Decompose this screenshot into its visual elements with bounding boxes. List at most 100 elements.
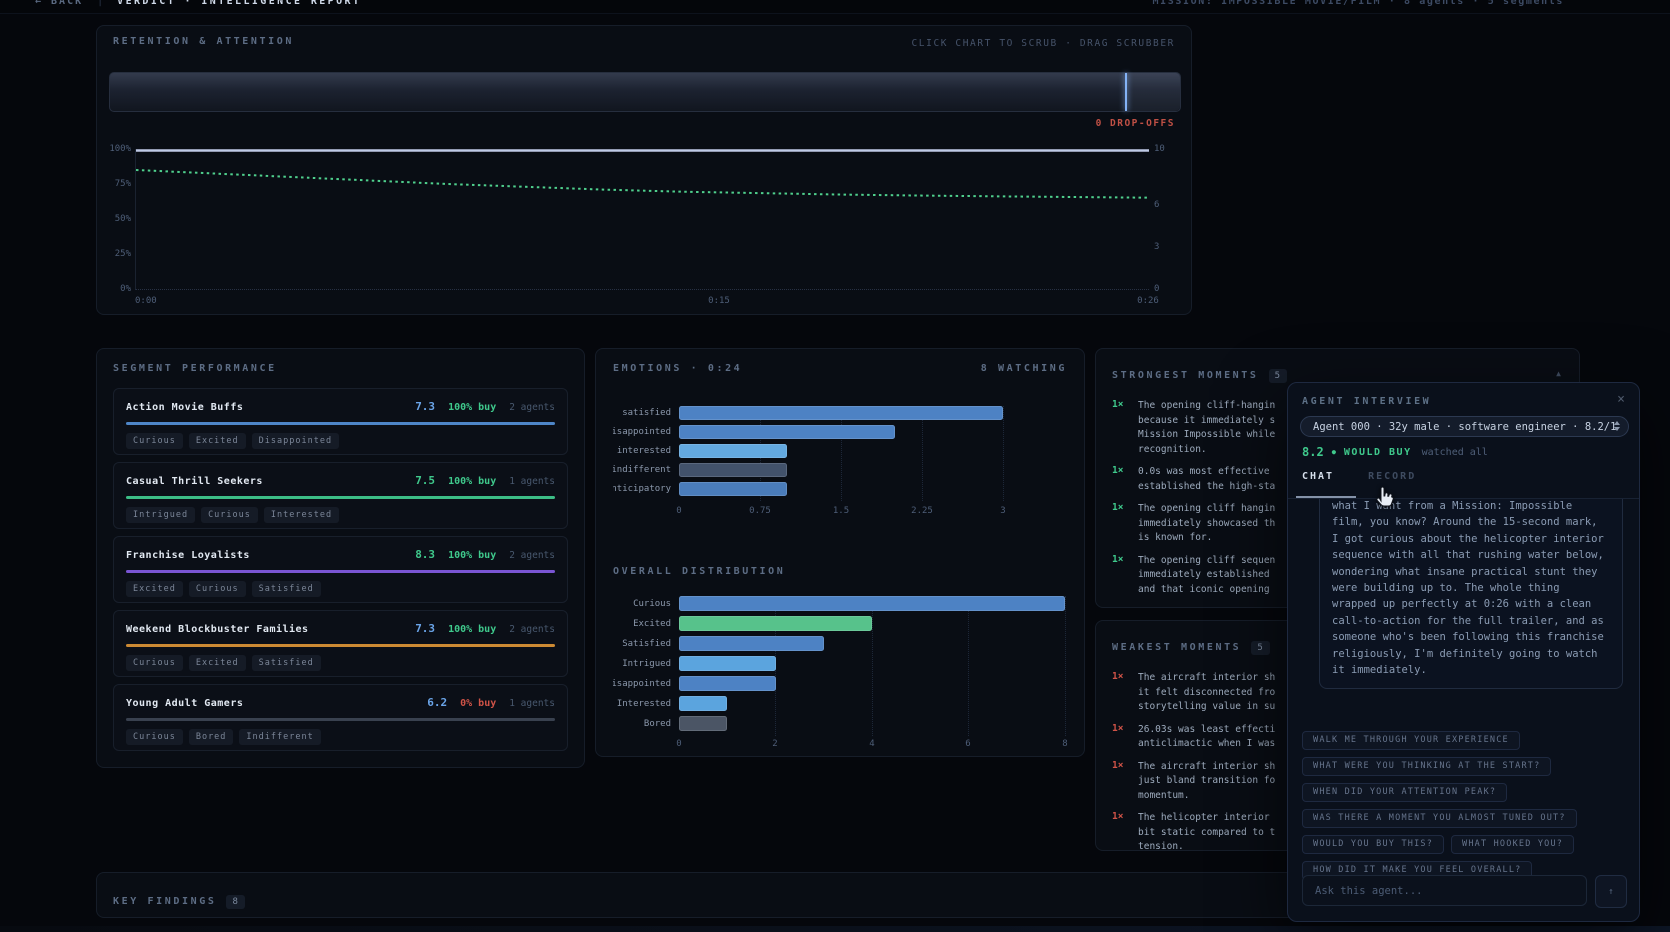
bar-label: interested (616, 446, 671, 456)
moment-item: 1× The opening cliff-hangin because it im… (1112, 399, 1563, 457)
scrubber-unplayed-region (1125, 73, 1180, 111)
bar (679, 676, 776, 691)
y-left-tick: 100% (109, 144, 131, 154)
agent-select[interactable]: Agent 000 · 32y male · software engineer… (1300, 416, 1629, 437)
strongest-count-badge: 5 (1268, 369, 1287, 383)
collapse-icon[interactable]: ▲ (1556, 369, 1561, 378)
segment-agent-count: 2 agents (509, 624, 555, 635)
y-right-tick: 0 (1154, 284, 1160, 294)
question-chip[interactable]: WHAT WERE YOU THINKING AT THE START? (1302, 757, 1552, 776)
moment-count: 1× (1112, 759, 1124, 771)
bar (679, 596, 1065, 611)
emotion-tag: Curious (201, 507, 258, 523)
question-chip[interactable]: WHEN DID YOUR ATTENTION PEAK? (1302, 783, 1508, 802)
segment-card[interactable]: Young Adult Gamers 6.2 0% buy 1 agents C… (113, 684, 568, 751)
agent-status-row: 8.2 ● WOULD BUY watched all (1302, 445, 1488, 459)
y-left-tick: 25% (114, 249, 131, 259)
scrub-hint: CLICK CHART TO SCRUB · DRAG SCRUBBER (911, 38, 1175, 49)
segment-performance-panel: SEGMENT PERFORMANCE Action Movie Buffs 7… (96, 348, 585, 768)
moment-count: 1× (1112, 722, 1124, 734)
dropoffs-label: 0 DROP-OFFS (1095, 118, 1175, 129)
retention-attention-panel: RETENTION & ATTENTION CLICK CHART TO SCR… (96, 25, 1192, 315)
emotions-panel-title: EMOTIONS · 0:24 (613, 363, 743, 374)
timeline-scrubber[interactable] (109, 72, 1181, 112)
emotion-tag: Bored (188, 729, 234, 745)
tab-chat[interactable]: CHAT (1302, 471, 1335, 482)
segment-card[interactable]: Weekend Blockbuster Families 7.3 100% bu… (113, 610, 568, 677)
bar-label: Intrigued (622, 658, 671, 669)
retention-attention-chart[interactable] (135, 149, 1150, 290)
strongest-title: STRONGEST MOMENTS (1112, 370, 1259, 381)
question-chip[interactable]: WALK ME THROUGH YOUR EXPERIENCE (1302, 731, 1520, 750)
agent-select-value: Agent 000 · 32y male · software engineer… (1313, 420, 1617, 433)
project-meta: MISSION: IMPOSSIBLE MOVIE/FILM · 8 agent… (1152, 0, 1564, 7)
segment-color-bar (126, 422, 555, 425)
segment-name: Casual Thrill Seekers (126, 476, 263, 487)
bar (679, 716, 728, 731)
bar (679, 406, 1003, 420)
segment-score: 7.3 (415, 400, 436, 413)
segment-card[interactable]: Casual Thrill Seekers 7.5 100% buy 1 age… (113, 462, 568, 529)
segment-score: 6.2 (427, 696, 448, 709)
bar (679, 425, 895, 439)
send-icon: ↑ (1608, 886, 1614, 897)
emotion-tag: Excited (188, 655, 246, 671)
ask-agent-input[interactable] (1302, 875, 1587, 906)
segment-agent-count: 1 agents (509, 476, 555, 487)
segment-score: 7.3 (415, 622, 436, 635)
key-findings-badge: 8 (226, 895, 245, 909)
agent-verdict: WOULD BUY (1343, 446, 1412, 458)
back-button[interactable]: ← BACK (35, 0, 84, 7)
interview-tabs: CHAT RECORD (1302, 471, 1416, 482)
moment-count: 1× (1112, 671, 1124, 682)
retention-panel-title: RETENTION & ATTENTION (113, 36, 295, 47)
bar-label: Satisfied (622, 638, 671, 649)
tab-record[interactable]: RECORD (1368, 471, 1417, 482)
x-tick: 0:00 (135, 296, 157, 306)
segments-panel-title: SEGMENT PERFORMANCE (113, 363, 277, 374)
segment-card[interactable]: Franchise Loyalists 8.3 100% buy 2 agent… (113, 536, 568, 603)
top-bar: ← BACK | VERDICT · INTELLIGENCE REPORT M… (0, 0, 1670, 14)
question-chip[interactable]: WAS THERE A MOMENT YOU ALMOST TUNED OUT? (1302, 809, 1577, 828)
bar-label: indifferent (613, 465, 671, 475)
segment-agent-count: 1 agents (509, 698, 555, 709)
scrubber-handle[interactable] (1125, 73, 1128, 111)
emotion-tag: Disappointed (251, 433, 340, 449)
emotions-panel: EMOTIONS · 0:24 8 WATCHING satisfied dis… (595, 348, 1085, 757)
bar-label: Disappointed (613, 678, 671, 689)
question-chip[interactable]: WOULD YOU BUY THIS? (1302, 835, 1445, 854)
agent-chat-message: what I want from a Mission: Impossible f… (1319, 499, 1623, 690)
emotion-tag: Interested (263, 507, 340, 523)
question-chip[interactable]: WHAT HOOKED YOU? (1451, 835, 1575, 854)
distribution-title: OVERALL DISTRIBUTION (613, 566, 786, 577)
chat-scroll-area[interactable]: what I want from a Mission: Impossible f… (1302, 499, 1629, 731)
segment-card[interactable]: Action Movie Buffs 7.3 100% buy 2 agents… (113, 388, 568, 455)
emotion-tag: Excited (126, 581, 183, 597)
moment-count: 1× (1112, 465, 1124, 476)
moment-count: 1× (1112, 502, 1124, 513)
select-stepper-icon (1614, 421, 1620, 431)
close-icon[interactable]: × (1617, 392, 1625, 407)
bar (679, 656, 776, 671)
moment-item: 1× The opening cliff hangin immediately s… (1112, 502, 1563, 546)
segment-name: Weekend Blockbuster Families (126, 624, 309, 635)
bottom-strip (0, 926, 1670, 932)
y-left-tick: 0% (120, 284, 131, 294)
send-button[interactable]: ↑ (1595, 875, 1627, 908)
suggested-questions: WALK ME THROUGH YOUR EXPERIENCE WHAT WER… (1302, 731, 1626, 880)
bar-label: Curious (633, 598, 671, 609)
bar-label: Excited (633, 618, 671, 629)
segment-color-bar (126, 570, 555, 573)
emotion-tag: Satisfied (251, 581, 321, 597)
emotion-tag: Intrigued (126, 507, 196, 523)
segment-color-bar (126, 644, 555, 647)
emotion-tag: Curious (126, 655, 183, 671)
y-right-tick: 10 (1154, 144, 1165, 154)
page-title: VERDICT · INTELLIGENCE REPORT (117, 0, 362, 7)
y-right-tick: 3 (1154, 242, 1160, 252)
bar (679, 636, 824, 651)
segment-buy-rate: 0% buy (460, 698, 497, 709)
segment-agent-count: 2 agents (509, 550, 555, 561)
